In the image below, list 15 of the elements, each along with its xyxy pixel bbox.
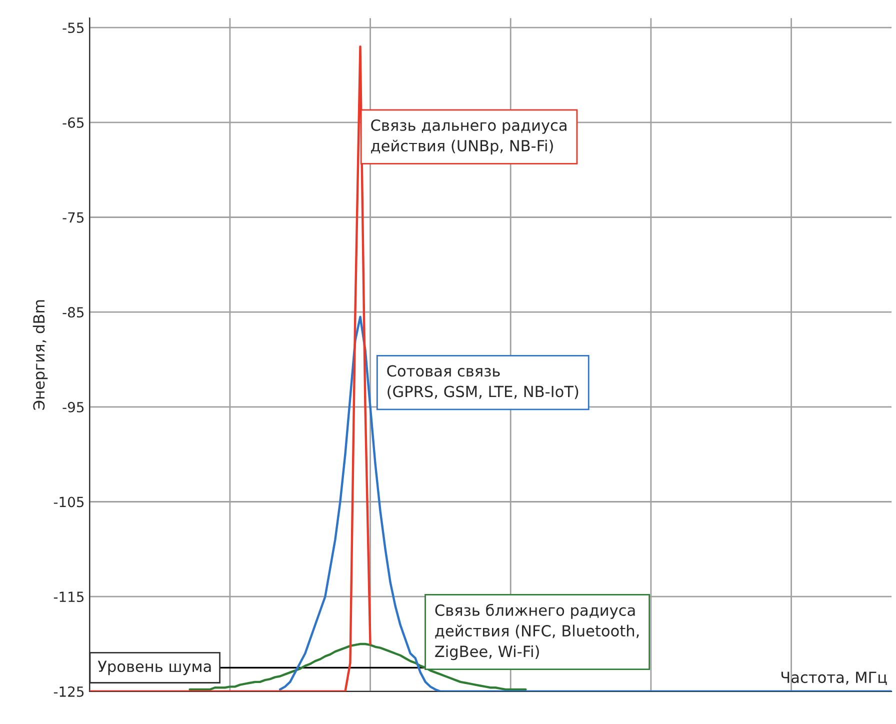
y-tick-label: -125 bbox=[54, 686, 84, 697]
y-tick-label: -55 bbox=[62, 22, 84, 34]
y-tick-label: -95 bbox=[62, 402, 84, 412]
line-series bbox=[278, 316, 892, 692]
annotation: Связь дальнего радиуса действия (UNBp, NB-Fi) bbox=[371, 119, 566, 154]
annotation: Сотовая связь (GPRS, GSM, LTE, NB-IoT) bbox=[387, 365, 578, 400]
y-axis-title: Энергия, dBm bbox=[32, 300, 48, 410]
y-tick-label: -75 bbox=[62, 212, 84, 223]
y-tick-label: -105 bbox=[54, 496, 84, 508]
y-tick-label: -115 bbox=[54, 592, 84, 602]
annotation: Связь ближнего радиуса действия (NFC, Bluetooth, ZigBee, Wi-Fi) bbox=[435, 604, 639, 660]
ref-line-label: Уровень шума bbox=[98, 660, 211, 676]
y-tick-label: -65 bbox=[62, 117, 84, 128]
y-tick-label: -85 bbox=[62, 307, 84, 318]
x-axis-title: Частота, МГц bbox=[781, 672, 887, 685]
